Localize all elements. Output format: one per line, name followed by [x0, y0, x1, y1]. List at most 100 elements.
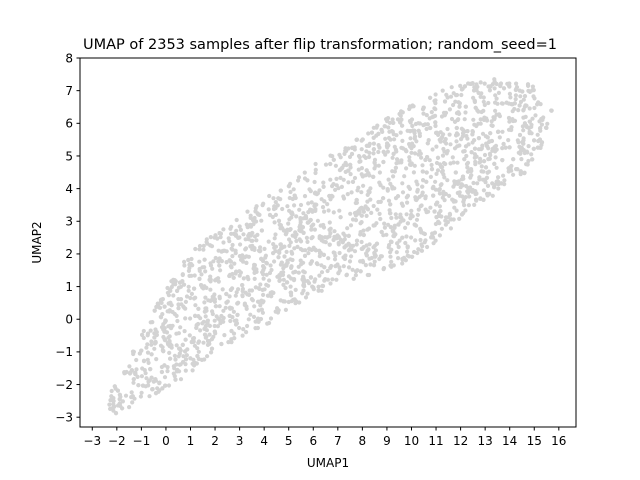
scatter-point	[321, 225, 327, 230]
scatter-point	[177, 346, 182, 351]
scatter-point	[524, 162, 529, 167]
scatter-point	[260, 203, 265, 208]
scatter-point	[328, 161, 333, 167]
scatter-point	[192, 286, 197, 291]
scatter-point	[217, 263, 222, 268]
scatter-point	[292, 193, 297, 198]
scatter-point	[259, 228, 264, 233]
scatter-point	[313, 170, 318, 176]
scatter-point	[217, 296, 222, 301]
scatter-point	[176, 331, 181, 336]
scatter-point	[496, 90, 501, 95]
scatter-point	[492, 145, 497, 150]
scatter-point	[441, 132, 446, 137]
scatter-point	[424, 126, 429, 132]
scatter-point	[182, 259, 187, 264]
scatter-point	[479, 164, 484, 169]
scatter-point	[545, 121, 550, 126]
scatter-point	[117, 392, 122, 397]
scatter-point	[196, 339, 202, 344]
scatter-point	[407, 142, 412, 147]
scatter-point	[499, 101, 504, 106]
scatter-point	[439, 226, 444, 231]
scatter-point	[390, 169, 395, 174]
scatter-point	[189, 273, 194, 278]
scatter-point	[364, 143, 369, 148]
scatter-point	[302, 253, 308, 258]
scatter-point	[257, 299, 262, 305]
scatter-point	[454, 208, 459, 213]
scatter-point	[478, 196, 483, 201]
scatter-point	[209, 346, 215, 351]
scatter-point	[248, 312, 253, 317]
scatter-point	[285, 204, 290, 209]
scatter-point	[139, 348, 144, 353]
scatter-point	[523, 103, 528, 108]
scatter-point	[186, 284, 191, 289]
scatter-point	[331, 182, 336, 187]
scatter-point	[462, 157, 467, 162]
scatter-point	[167, 343, 172, 349]
scatter-point	[381, 196, 386, 201]
scatter-point	[343, 253, 348, 258]
scatter-point	[359, 239, 364, 245]
scatter-point	[183, 299, 188, 304]
scatter-point	[152, 308, 157, 313]
scatter-point	[327, 234, 332, 239]
scatter-point	[429, 162, 434, 168]
scatter-point	[521, 128, 526, 133]
scatter-point	[298, 202, 304, 208]
scatter-point	[259, 218, 264, 223]
scatter-point	[428, 95, 433, 100]
scatter-point	[389, 239, 394, 245]
scatter-point	[202, 284, 207, 289]
scatter-point	[495, 179, 501, 184]
scatter-point	[246, 292, 252, 297]
scatter-point	[366, 247, 371, 252]
scatter-point	[394, 161, 399, 166]
scatter-point	[134, 367, 139, 372]
scatter-point	[258, 282, 263, 287]
scatter-point	[258, 303, 263, 308]
y-tick-label: −1	[55, 345, 73, 359]
scatter-point	[297, 207, 302, 212]
scatter-point	[347, 247, 352, 252]
chart-title: UMAP of 2353 samples after flip transfor…	[83, 37, 557, 53]
scatter-point	[409, 150, 414, 155]
scatter-point	[371, 141, 376, 146]
scatter-point	[400, 235, 405, 240]
scatter-point	[530, 116, 535, 121]
scatter-point	[233, 322, 239, 327]
scatter-point	[338, 215, 343, 220]
scatter-point	[149, 352, 154, 357]
scatter-point	[510, 172, 516, 177]
scatter-point	[338, 167, 343, 172]
scatter-point	[367, 150, 372, 155]
scatter-point	[321, 252, 326, 257]
scatter-point	[305, 291, 310, 296]
scatter-point	[193, 303, 198, 308]
scatter-point	[433, 187, 438, 192]
scatter-point	[240, 289, 245, 294]
scatter-point	[442, 99, 448, 104]
scatter-point	[197, 268, 202, 273]
y-tick-label: 4	[65, 182, 73, 196]
scatter-point	[442, 198, 447, 203]
scatter-point	[435, 155, 441, 160]
scatter-point	[198, 328, 203, 333]
scatter-point	[307, 187, 312, 192]
scatter-point	[412, 163, 417, 168]
scatter-point	[502, 178, 507, 183]
scatter-point	[162, 304, 167, 309]
scatter-point	[168, 356, 173, 361]
scatter-point	[430, 147, 435, 152]
scatter-point	[452, 179, 457, 184]
scatter-point	[474, 82, 479, 87]
scatter-point	[530, 157, 535, 162]
scatter-point	[388, 225, 393, 230]
scatter-point	[492, 86, 497, 91]
scatter-point	[440, 88, 445, 93]
scatter-point	[382, 124, 387, 129]
scatter-point	[397, 238, 402, 243]
scatter-point	[396, 256, 401, 261]
